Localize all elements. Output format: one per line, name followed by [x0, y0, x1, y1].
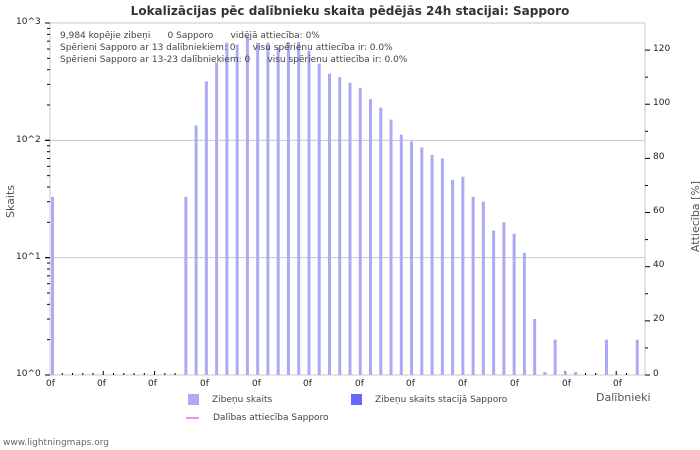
- x-tick-label: 0f: [406, 379, 415, 389]
- y-right-tick-0: 0: [653, 369, 659, 379]
- legend-label-ratio: Dalības attiecība Sapporo: [213, 413, 329, 423]
- y-right-tick-20: 20: [653, 314, 665, 324]
- y-tick-100: 10^2: [16, 135, 41, 145]
- y-tick-1: 10^0: [16, 369, 41, 379]
- y-right-tick-40: 40: [653, 260, 665, 270]
- x-tick-label: 0f: [46, 379, 55, 389]
- x-tick-label: 0f: [562, 379, 571, 389]
- y-axis-left-label: Skaits: [4, 185, 17, 218]
- x-tick-label: 0f: [252, 379, 261, 389]
- x-tick-label: 0f: [355, 379, 364, 389]
- y-right-tick-60: 60: [653, 206, 665, 216]
- stats-13-23: Spērieni Sapporo ar 13-23 dalībniekiem: …: [60, 55, 408, 65]
- y-right-tick-100: 100: [653, 98, 671, 108]
- y-right-tick-80: 80: [653, 152, 665, 162]
- x-tick-label: 0f: [148, 379, 157, 389]
- legend-label-station: Zibeņu skaits stacijā Sapporo: [375, 394, 508, 405]
- y-right-tick-120: 120: [653, 44, 671, 54]
- legend-station-strikes: Zibeņu skaits stacijā Sapporo: [351, 394, 507, 405]
- y-tick-1000: 10^3: [16, 17, 41, 27]
- y-tick-10: 10^1: [16, 252, 41, 262]
- stats-13: Spērieni Sapporo ar 13 dalībniekiem: 0 v…: [60, 43, 393, 53]
- legend-swatch-station: [351, 394, 362, 405]
- chart-title: Lokalizācijas pēc dalībnieku skaita pēdē…: [130, 4, 570, 18]
- y-axis-right-label: Attiecība [%]: [689, 180, 700, 253]
- x-tick-label: 0f: [200, 379, 209, 389]
- legend-line-ratio: [186, 417, 199, 419]
- x-tick-label: 0f: [458, 379, 467, 389]
- legend-label-total: Zibeņu skaits: [212, 394, 273, 405]
- legend-total-strikes: Zibeņu skaits: [188, 394, 272, 405]
- x-tick-label: 0f: [97, 379, 106, 389]
- x-tick-label: 0f: [613, 379, 622, 389]
- x-axis-label: Dalībnieki: [596, 391, 651, 404]
- x-tick-label: 0f: [510, 379, 519, 389]
- x-tick-label: 0f: [303, 379, 312, 389]
- source-credit: www.lightningmaps.org: [3, 438, 109, 448]
- stats-total: 9,984 kopējie zibeņi 0 Sapporo vidējā at…: [60, 31, 320, 41]
- legend-ratio: Dalības attiecība Sapporo: [186, 413, 329, 423]
- legend-swatch-total: [188, 394, 199, 405]
